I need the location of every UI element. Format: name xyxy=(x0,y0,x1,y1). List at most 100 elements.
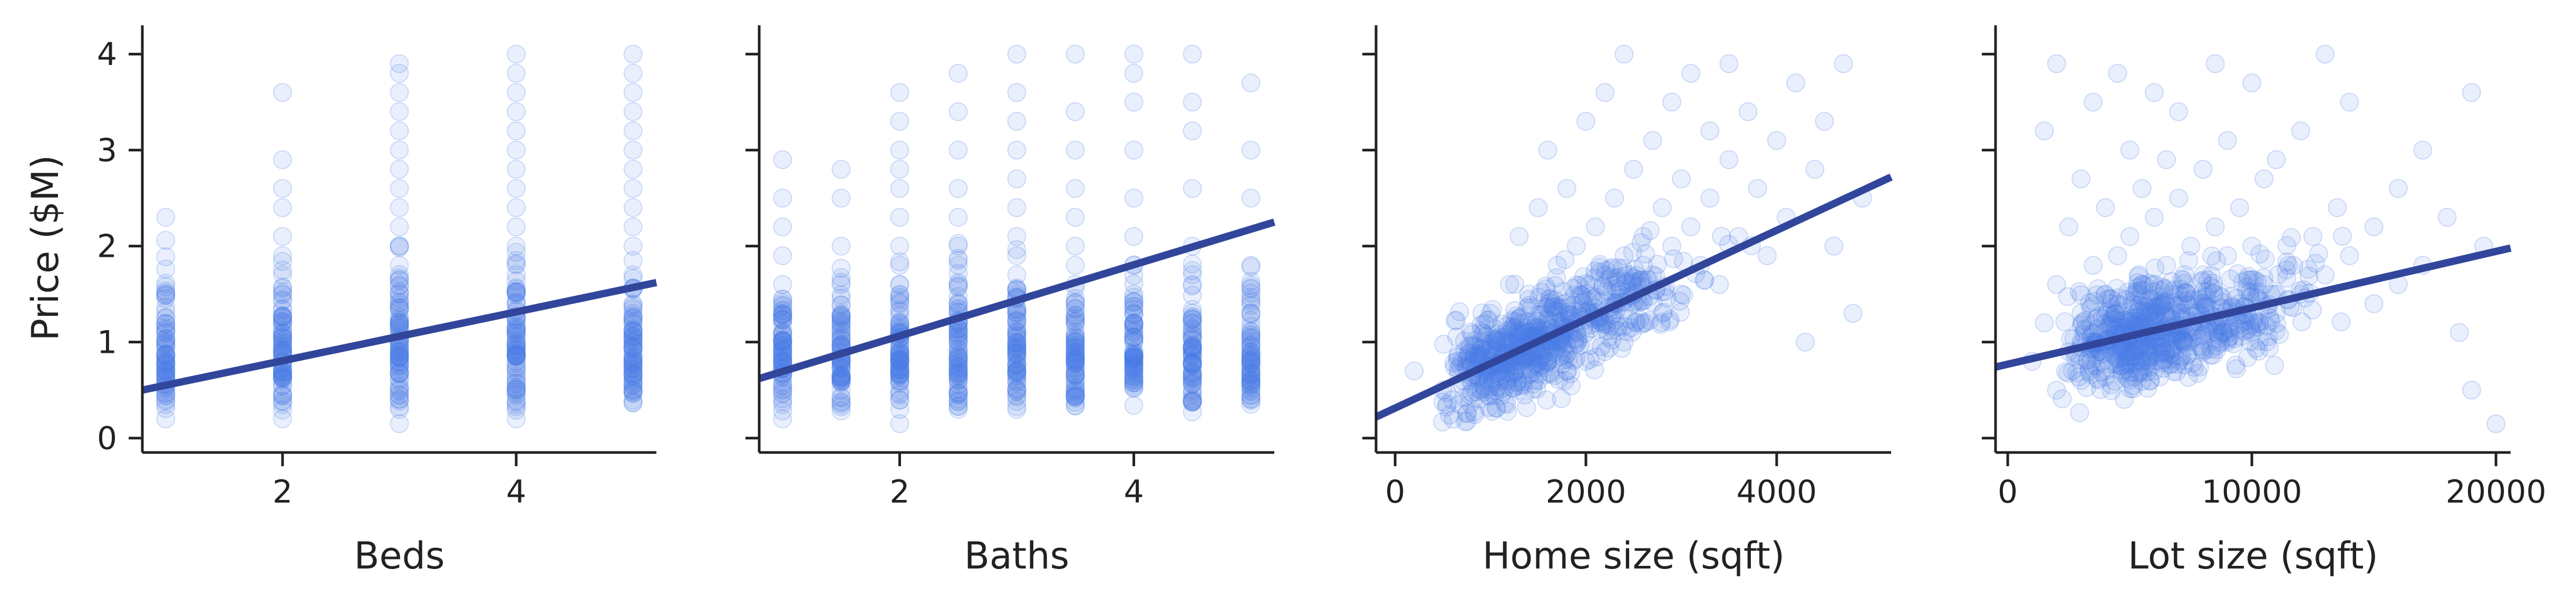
data-point xyxy=(156,315,176,334)
data-point xyxy=(890,236,909,256)
data-point xyxy=(890,351,909,370)
data-point xyxy=(273,299,292,318)
data-point xyxy=(623,342,643,362)
data-point xyxy=(2217,246,2237,265)
data-point xyxy=(156,360,176,380)
data-point xyxy=(273,83,292,102)
data-point xyxy=(623,306,643,325)
data-point xyxy=(623,102,643,121)
data-point xyxy=(831,364,851,384)
data-point xyxy=(890,294,909,313)
data-point xyxy=(2255,249,2275,269)
data-point xyxy=(623,366,643,386)
data-point xyxy=(273,395,292,414)
data-point xyxy=(273,313,292,332)
data-point xyxy=(1124,227,1144,246)
data-point xyxy=(2217,332,2237,352)
data-point xyxy=(156,345,176,364)
data-point xyxy=(1241,304,1261,323)
data-point xyxy=(831,320,851,340)
data-point xyxy=(831,295,851,314)
data-point xyxy=(623,44,643,64)
data-point xyxy=(623,355,643,374)
data-point xyxy=(390,307,409,327)
data-point xyxy=(156,335,176,355)
data-point xyxy=(1066,313,1085,333)
data-point xyxy=(2059,217,2078,237)
data-point xyxy=(773,341,792,360)
data-point xyxy=(2340,246,2359,265)
data-point xyxy=(507,319,526,339)
data-point xyxy=(773,332,792,351)
data-point xyxy=(2437,208,2457,227)
data-point xyxy=(1538,140,1557,160)
data-point xyxy=(623,349,643,368)
data-point xyxy=(2047,275,2066,294)
x-tick-label: 0 xyxy=(1998,474,2018,510)
data-point xyxy=(273,282,292,302)
data-point xyxy=(273,312,292,331)
data-point xyxy=(831,331,851,350)
data-point xyxy=(1547,256,1567,275)
data-point xyxy=(623,140,643,160)
data-point xyxy=(623,339,643,358)
data-point xyxy=(1066,102,1085,121)
data-point xyxy=(1241,140,1261,160)
tick-labels: 0 2000 4000 xyxy=(1385,474,1817,510)
data-point xyxy=(1490,371,1510,390)
data-point xyxy=(1183,402,1202,422)
data-point xyxy=(1517,398,1536,417)
data-point xyxy=(773,332,792,352)
data-point xyxy=(156,208,176,227)
data-point xyxy=(2047,380,2066,400)
data-point xyxy=(1557,304,1576,323)
data-point xyxy=(1007,323,1026,342)
data-point xyxy=(890,351,909,371)
data-point xyxy=(507,334,526,353)
data-point xyxy=(2157,256,2176,275)
x-tick-label: 2 xyxy=(273,474,293,510)
data-point xyxy=(390,311,409,331)
data-point xyxy=(507,378,526,397)
data-point xyxy=(1007,342,1026,361)
data-point xyxy=(623,121,643,141)
data-point xyxy=(156,259,176,279)
data-point xyxy=(831,306,851,326)
data-point xyxy=(507,317,526,337)
data-point xyxy=(390,284,409,304)
data-point xyxy=(1757,246,1777,265)
data-point xyxy=(507,366,526,386)
data-point xyxy=(623,311,643,331)
data-point xyxy=(390,363,409,383)
data-point xyxy=(507,343,526,362)
data-point xyxy=(273,284,292,304)
data-point xyxy=(1595,265,1615,285)
data-point xyxy=(948,64,968,83)
data-point xyxy=(773,333,792,352)
data-point xyxy=(1509,380,1529,400)
data-point xyxy=(1457,403,1477,422)
data-point xyxy=(273,265,292,285)
data-point xyxy=(623,236,643,256)
scatter-points xyxy=(156,44,643,433)
data-point xyxy=(156,284,176,304)
data-point xyxy=(273,285,292,304)
data-point xyxy=(156,330,176,350)
data-point xyxy=(2193,160,2213,179)
data-point xyxy=(156,329,176,349)
panel-beds: 0 1 2 3 4 2 4 Beds xyxy=(97,25,657,577)
data-point xyxy=(831,268,851,287)
data-point xyxy=(831,371,851,391)
data-point xyxy=(390,310,409,330)
data-point xyxy=(1700,188,1720,208)
data-point xyxy=(2055,312,2075,332)
data-point xyxy=(773,324,792,344)
data-point xyxy=(507,243,526,262)
data-point xyxy=(623,363,643,383)
data-point xyxy=(831,393,851,412)
data-point xyxy=(623,251,643,270)
data-point xyxy=(623,370,643,389)
data-point xyxy=(773,301,792,321)
data-point xyxy=(2120,227,2139,246)
data-point xyxy=(156,297,176,317)
